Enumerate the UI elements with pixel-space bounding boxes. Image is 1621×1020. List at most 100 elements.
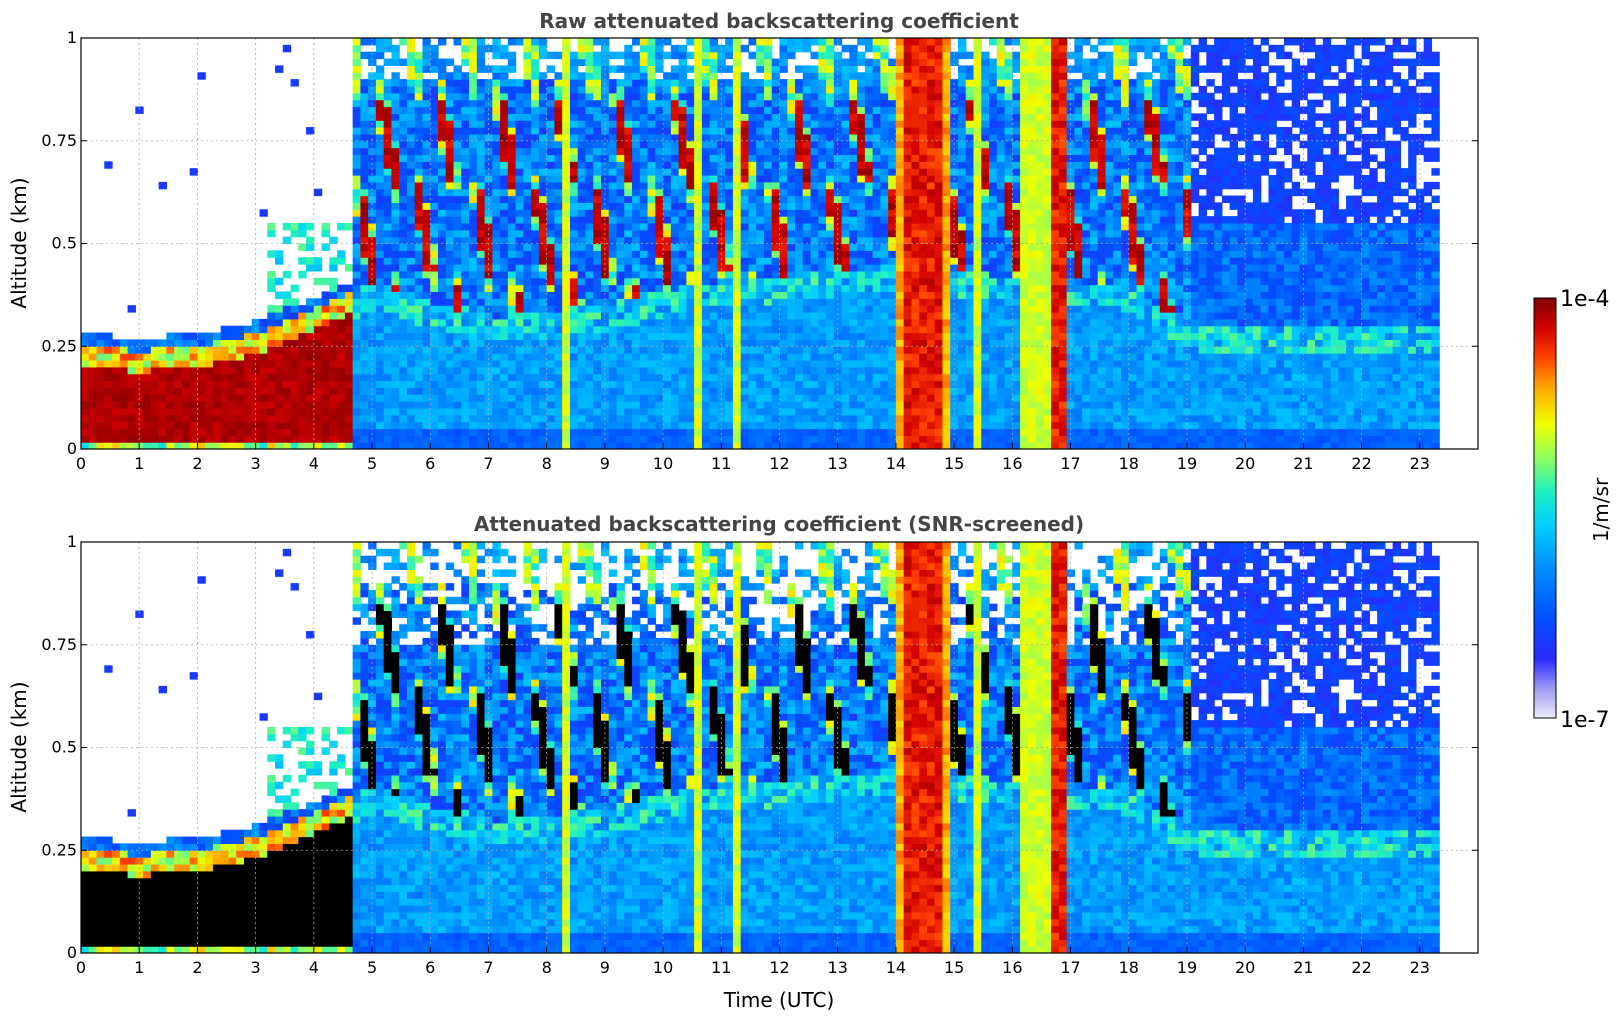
heatmap-cell xyxy=(880,380,889,388)
heatmap-cell xyxy=(538,38,548,46)
heatmap-cell xyxy=(670,181,680,190)
heatmap-cell xyxy=(763,401,773,409)
heatmap-cell xyxy=(616,270,625,279)
heatmap-cell xyxy=(453,236,462,245)
heatmap-cell xyxy=(810,407,819,416)
heatmap-cell xyxy=(802,359,812,368)
heatmap-cell xyxy=(523,325,532,334)
heatmap-cell xyxy=(593,339,602,347)
heatmap-cell xyxy=(104,428,113,436)
heatmap-cell xyxy=(771,65,781,73)
heatmap-cell xyxy=(282,373,292,382)
heatmap-cell xyxy=(748,181,757,190)
heatmap-cell xyxy=(639,243,649,251)
heatmap-cell xyxy=(593,414,602,423)
heatmap-cell xyxy=(391,257,400,265)
heatmap-cell xyxy=(554,99,563,108)
heatmap-cell xyxy=(422,284,431,293)
heatmap-cell xyxy=(678,291,687,299)
heatmap-cell xyxy=(639,291,649,299)
heatmap-cell xyxy=(701,92,711,101)
heatmap-cell xyxy=(600,79,610,87)
heatmap-cell xyxy=(329,380,338,388)
heatmap-cell xyxy=(864,106,874,114)
heatmap-cell xyxy=(632,79,641,87)
heatmap-cell xyxy=(686,270,695,279)
heatmap-cell xyxy=(802,264,812,272)
heatmap-cell xyxy=(344,284,354,293)
heatmap-cell xyxy=(833,318,843,327)
heatmap-cell xyxy=(399,394,408,402)
heatmap-cell xyxy=(740,305,750,313)
heatmap-cell xyxy=(174,421,183,430)
heatmap-cell xyxy=(205,414,214,423)
heatmap-cell xyxy=(282,442,292,449)
heatmap-cell xyxy=(880,161,889,169)
heatmap-cell xyxy=(306,414,315,423)
heatmap-cell xyxy=(360,339,369,347)
heatmap-cell xyxy=(538,325,548,334)
heatmap-cell xyxy=(352,298,361,306)
heatmap-cell xyxy=(383,359,393,368)
heatmap-cell xyxy=(663,127,672,135)
heatmap-cell xyxy=(507,113,517,121)
heatmap-cell xyxy=(112,353,121,361)
heatmap-cell xyxy=(849,414,858,423)
heatmap-cell xyxy=(779,195,788,203)
heatmap-cell xyxy=(701,51,711,60)
heatmap-cell xyxy=(81,387,90,395)
heatmap-cell xyxy=(181,407,191,416)
heatmap-cell xyxy=(500,222,509,231)
heatmap-cell xyxy=(632,414,641,423)
heatmap-cell xyxy=(795,250,804,258)
heatmap-cell xyxy=(810,168,819,176)
heatmap-cell xyxy=(352,442,361,449)
heatmap-cell xyxy=(639,373,649,382)
heatmap-cell xyxy=(678,325,687,334)
heatmap-cell xyxy=(476,428,486,436)
heatmap-cell xyxy=(430,312,439,320)
heatmap-cell xyxy=(802,181,812,190)
heatmap-cell xyxy=(375,318,385,327)
heatmap-cell xyxy=(306,298,315,306)
heatmap-cell xyxy=(399,168,408,176)
heatmap-cell xyxy=(857,161,866,169)
heatmap-cell xyxy=(476,243,486,251)
heatmap-cell xyxy=(864,147,874,156)
heatmap-cell xyxy=(725,353,734,361)
heatmap-cell xyxy=(453,325,462,334)
heatmap-cell xyxy=(849,106,858,114)
heatmap-cell xyxy=(383,113,393,121)
heatmap-cell xyxy=(422,175,431,183)
heatmap-cell xyxy=(174,332,183,340)
heatmap-cell xyxy=(795,298,804,306)
heatmap-cell xyxy=(383,85,393,94)
heatmap-cell xyxy=(818,435,827,443)
heatmap-cell xyxy=(663,277,672,286)
heatmap-cell xyxy=(779,394,788,402)
heatmap-cell xyxy=(701,284,711,293)
heatmap-cell xyxy=(849,442,858,449)
heatmap-cell xyxy=(484,243,493,251)
heatmap-cell xyxy=(857,291,866,299)
heatmap-cell xyxy=(205,339,214,347)
heatmap-cell xyxy=(655,291,664,299)
heatmap-cell xyxy=(461,428,470,436)
heatmap-cell xyxy=(779,373,788,382)
heatmap-cell xyxy=(639,353,649,361)
heatmap-cell xyxy=(725,44,734,53)
heatmap-cell xyxy=(430,277,439,286)
heatmap-cell xyxy=(725,38,734,46)
heatmap-cell xyxy=(740,264,750,272)
heatmap-cell xyxy=(469,161,478,169)
heatmap-cell xyxy=(546,209,556,217)
heatmap-cell xyxy=(639,147,649,156)
heatmap-cell xyxy=(826,250,835,258)
heatmap-cell xyxy=(500,380,509,388)
heatmap-cell xyxy=(608,346,618,354)
heatmap-cell xyxy=(461,264,470,272)
heatmap-cell xyxy=(795,366,804,375)
heatmap-cell xyxy=(531,161,540,169)
heatmap-cell xyxy=(360,236,369,245)
heatmap-cell xyxy=(445,127,455,135)
